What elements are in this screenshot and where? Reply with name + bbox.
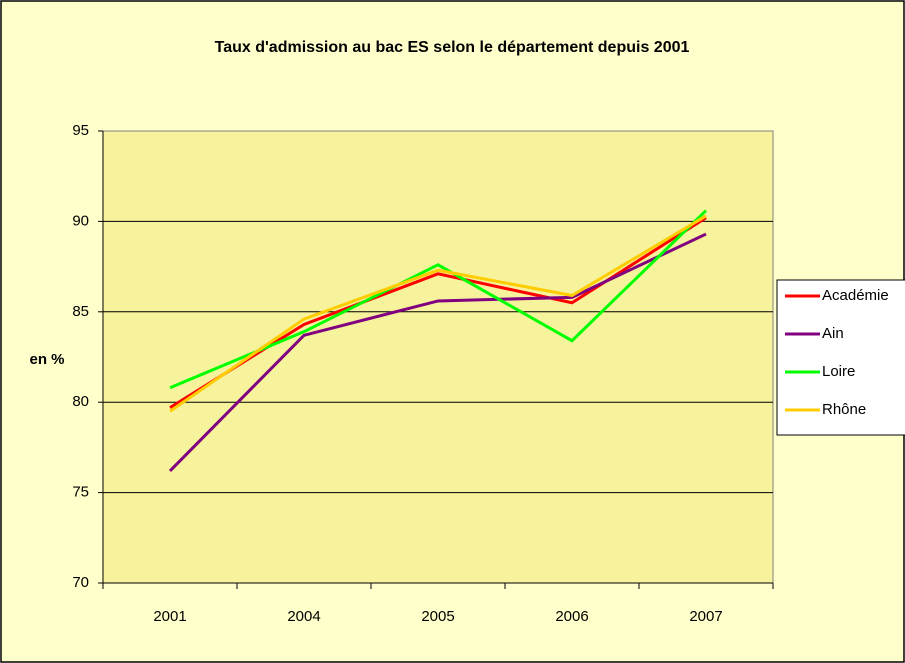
x-tick-label: 2006 [555, 608, 588, 625]
plot-area [102, 130, 774, 584]
chart-title: Taux d'admission au bac ES selon le dépa… [215, 39, 690, 56]
x-tick-label: 2001 [153, 608, 186, 625]
y-tick-label: 80 [72, 393, 89, 410]
legend-label: Rhône [822, 401, 866, 418]
y-tick-label: 85 [72, 303, 89, 320]
line-series [169, 216, 707, 409]
y-tick-label: 75 [72, 484, 89, 501]
legend-label: Ain [822, 325, 844, 342]
y-tick-label: 70 [72, 574, 89, 591]
x-tick-label: 2007 [689, 608, 722, 625]
x-tick-label: 2004 [287, 608, 320, 625]
line-series [168, 232, 707, 472]
line-series [169, 214, 707, 413]
y-tick-label: 95 [72, 122, 89, 139]
x-tick-label: 2005 [421, 608, 454, 625]
y-axis-label: en % [29, 351, 64, 368]
y-tick-label: 90 [72, 212, 89, 229]
legend-label: Loire [822, 363, 855, 380]
legend-label: Académie [822, 287, 889, 304]
